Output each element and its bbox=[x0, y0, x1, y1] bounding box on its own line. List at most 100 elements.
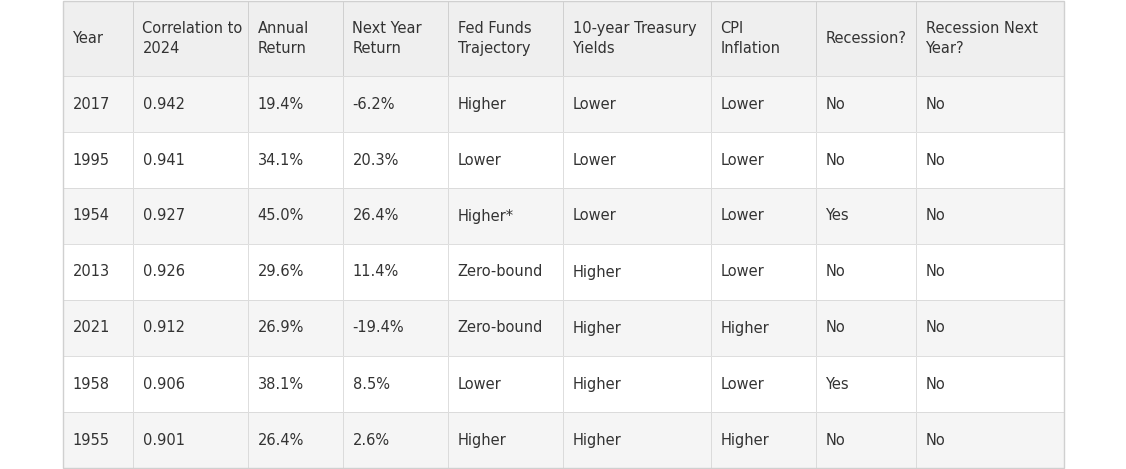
Bar bbox=[248, 1, 342, 76]
Bar bbox=[342, 76, 447, 132]
Text: Recession Next
Year?: Recession Next Year? bbox=[926, 21, 1037, 56]
Bar bbox=[342, 300, 447, 356]
Bar bbox=[63, 356, 133, 412]
Bar bbox=[133, 188, 248, 244]
Text: No: No bbox=[926, 377, 945, 392]
Bar bbox=[563, 188, 711, 244]
Bar bbox=[563, 412, 711, 468]
Bar bbox=[915, 300, 1063, 356]
Text: Lower: Lower bbox=[457, 152, 501, 167]
Bar bbox=[563, 300, 711, 356]
Bar bbox=[815, 300, 915, 356]
Bar bbox=[342, 132, 447, 188]
Bar bbox=[711, 412, 815, 468]
Bar bbox=[63, 356, 133, 412]
Bar bbox=[342, 412, 447, 468]
Bar bbox=[447, 132, 563, 188]
Bar bbox=[563, 1, 711, 76]
Bar bbox=[915, 412, 1063, 468]
Bar bbox=[915, 356, 1063, 412]
Text: Lower: Lower bbox=[721, 377, 765, 392]
Bar bbox=[342, 300, 447, 356]
Text: -6.2%: -6.2% bbox=[352, 97, 395, 112]
Text: Lower: Lower bbox=[721, 97, 765, 112]
Bar bbox=[248, 356, 342, 412]
Bar bbox=[447, 356, 563, 412]
Bar bbox=[915, 356, 1063, 412]
Bar bbox=[63, 132, 133, 188]
Bar bbox=[815, 356, 915, 412]
Text: 20.3%: 20.3% bbox=[352, 152, 399, 167]
Bar bbox=[63, 300, 133, 356]
Text: Higher: Higher bbox=[457, 97, 507, 112]
Text: 45.0%: 45.0% bbox=[258, 209, 304, 224]
Bar bbox=[447, 244, 563, 300]
Bar bbox=[63, 188, 133, 244]
Text: No: No bbox=[825, 152, 846, 167]
Bar bbox=[63, 412, 133, 468]
Text: No: No bbox=[825, 97, 846, 112]
Bar bbox=[563, 132, 711, 188]
Bar bbox=[447, 188, 563, 244]
Bar bbox=[447, 412, 563, 468]
Text: Year: Year bbox=[72, 31, 104, 46]
Bar bbox=[711, 188, 815, 244]
Text: Fed Funds
Trajectory: Fed Funds Trajectory bbox=[457, 21, 531, 56]
Bar bbox=[248, 300, 342, 356]
Bar bbox=[915, 76, 1063, 132]
Bar bbox=[815, 244, 915, 300]
Bar bbox=[248, 356, 342, 412]
Bar bbox=[342, 188, 447, 244]
Bar bbox=[248, 188, 342, 244]
Text: Lower: Lower bbox=[457, 377, 501, 392]
Bar bbox=[563, 132, 711, 188]
Bar bbox=[563, 412, 711, 468]
Text: 26.9%: 26.9% bbox=[258, 320, 304, 335]
Bar bbox=[133, 356, 248, 412]
Bar bbox=[815, 76, 915, 132]
Text: CPI
Inflation: CPI Inflation bbox=[721, 21, 780, 56]
Bar bbox=[915, 1, 1063, 76]
Text: 38.1%: 38.1% bbox=[258, 377, 304, 392]
Bar bbox=[815, 1, 915, 76]
Bar bbox=[342, 1, 447, 76]
Bar bbox=[711, 412, 815, 468]
Text: 1954: 1954 bbox=[72, 209, 109, 224]
Bar bbox=[248, 300, 342, 356]
Text: 1995: 1995 bbox=[72, 152, 109, 167]
Bar bbox=[815, 412, 915, 468]
Bar bbox=[563, 76, 711, 132]
Text: 26.4%: 26.4% bbox=[258, 432, 304, 447]
Bar bbox=[248, 412, 342, 468]
Bar bbox=[563, 244, 711, 300]
Bar bbox=[342, 132, 447, 188]
Bar bbox=[248, 132, 342, 188]
Bar bbox=[133, 132, 248, 188]
Bar bbox=[711, 188, 815, 244]
Bar bbox=[248, 76, 342, 132]
Text: 26.4%: 26.4% bbox=[352, 209, 399, 224]
Bar bbox=[63, 244, 133, 300]
Bar bbox=[133, 300, 248, 356]
Bar bbox=[915, 132, 1063, 188]
Bar bbox=[711, 244, 815, 300]
Bar bbox=[133, 300, 248, 356]
Bar bbox=[342, 412, 447, 468]
Bar bbox=[815, 188, 915, 244]
Bar bbox=[63, 76, 133, 132]
Text: Yes: Yes bbox=[825, 209, 849, 224]
Bar bbox=[915, 76, 1063, 132]
Bar bbox=[133, 356, 248, 412]
Bar bbox=[63, 188, 133, 244]
Bar bbox=[815, 300, 915, 356]
Text: Zero-bound: Zero-bound bbox=[457, 265, 543, 280]
Bar bbox=[447, 76, 563, 132]
Text: -19.4%: -19.4% bbox=[352, 320, 404, 335]
Bar bbox=[63, 244, 133, 300]
Bar bbox=[63, 1, 1063, 468]
Text: Lower: Lower bbox=[721, 209, 765, 224]
Bar bbox=[447, 356, 563, 412]
Bar bbox=[342, 356, 447, 412]
Bar bbox=[447, 1, 563, 76]
Text: Correlation to
2024: Correlation to 2024 bbox=[143, 21, 243, 56]
